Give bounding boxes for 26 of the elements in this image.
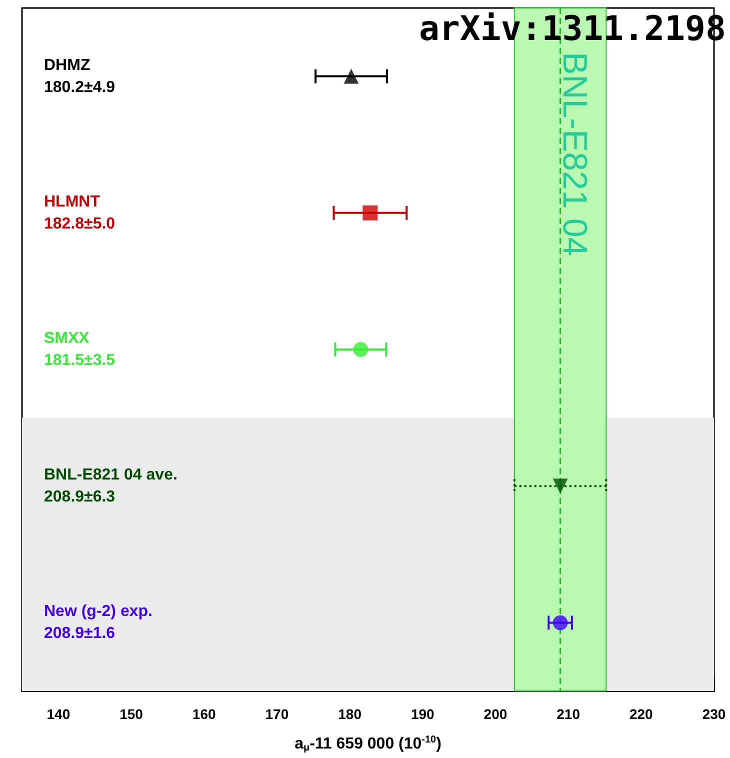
y-tick-label: HLMNT: [44, 193, 100, 210]
y-tick-label: DHMZ: [44, 56, 90, 74]
annotation: 208.9±1.6: [44, 625, 116, 642]
point: [353, 342, 368, 357]
x-tick-label: 190: [410, 706, 435, 722]
x-tick-label: 180: [338, 706, 362, 722]
y-tick-label: New (g-2) exp.: [44, 603, 152, 620]
x-tick-label: 150: [120, 706, 144, 722]
x-tick-label: 170: [265, 706, 289, 722]
point: [552, 478, 568, 494]
y-tick-label: SMXX: [44, 330, 90, 347]
x-tick-label: 200: [484, 706, 508, 722]
annotation: 180.2±4.9: [44, 78, 116, 96]
x-tick-label: 230: [702, 706, 726, 722]
annotation: 182.8±5.0: [44, 215, 116, 232]
band-label: BNL-E821 04: [555, 52, 594, 256]
point: [552, 615, 568, 630]
x-tick-label: 160: [192, 706, 216, 722]
x-tick-label: 210: [556, 706, 580, 722]
annotation: 181.5±3.5: [44, 352, 116, 369]
point: [362, 205, 378, 220]
point: [344, 68, 359, 84]
annotation: 208.9±6.3: [44, 488, 116, 506]
x-tick-label: 220: [629, 706, 654, 722]
x-tick-label: 140: [46, 706, 70, 722]
y-tick-label: BNL-E821 04 ave.: [44, 466, 178, 484]
